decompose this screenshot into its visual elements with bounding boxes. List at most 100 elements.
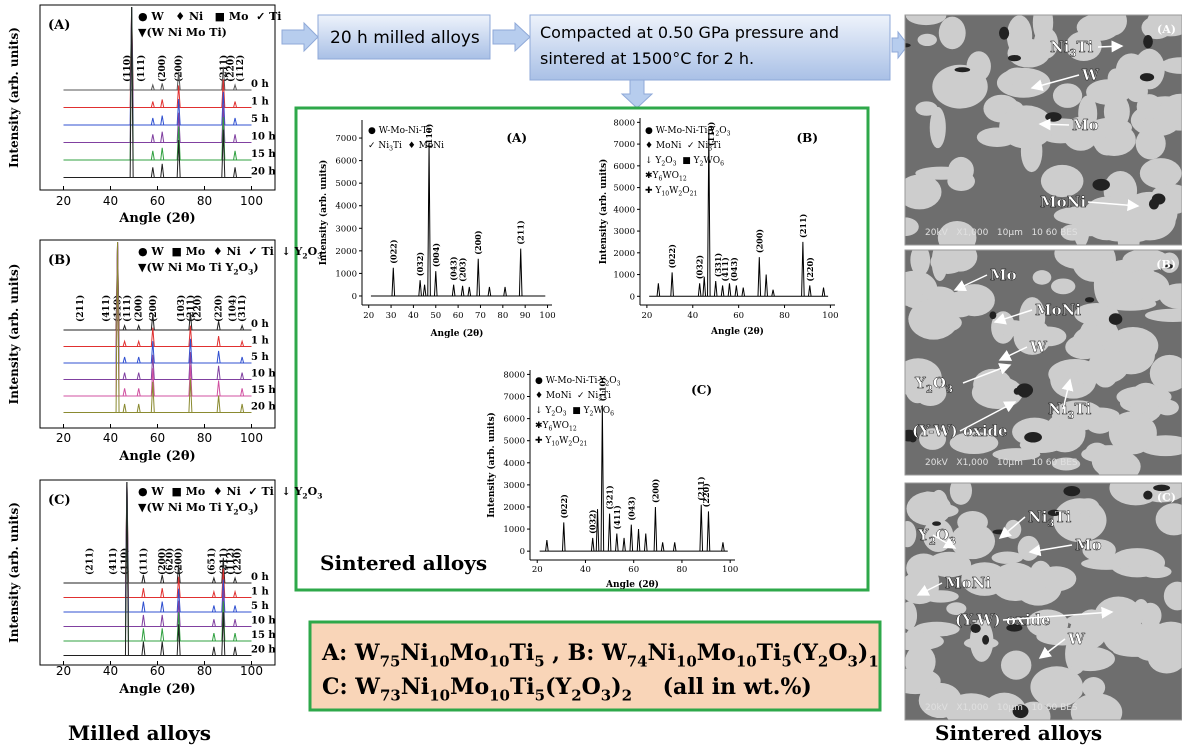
text-part: 2: [622, 687, 632, 705]
x-tick-label: 20: [56, 664, 71, 678]
y-tick-label: 8000: [503, 370, 525, 380]
peak: [801, 241, 805, 297]
text-part: 10: [736, 653, 757, 671]
peak: [188, 325, 193, 347]
peak: [211, 589, 216, 598]
pore: [1165, 264, 1174, 269]
grain: [950, 523, 996, 560]
grain: [999, 105, 1054, 149]
text-part: 3: [601, 687, 611, 705]
pore: [1108, 313, 1123, 325]
panel-label: (A): [1157, 23, 1176, 36]
time-label: 15 h: [251, 149, 276, 160]
text-part: O: [308, 485, 318, 498]
grain: [1147, 15, 1182, 37]
caption: Milled alloys: [68, 721, 211, 745]
hkl-label: (200): [473, 230, 483, 254]
grain: [971, 376, 1023, 409]
y-tick-label: 0: [520, 547, 525, 557]
legend-entry: ♦ MoNi ✓ Ni3Ti: [535, 391, 611, 403]
phase-label: (Y-W) oxide: [955, 611, 1051, 629]
peak: [707, 131, 711, 297]
plot-frame: [39, 479, 276, 666]
grain: [990, 562, 1039, 602]
hkl-label: (311): [237, 295, 248, 322]
text-part: 3: [708, 146, 712, 153]
x-tick-label: 20: [363, 311, 374, 321]
peak: [124, 481, 129, 656]
text-part: C: W: [322, 674, 380, 700]
plot-frame: [39, 4, 276, 191]
peak: [176, 112, 181, 143]
y-tick-label: 1000: [335, 269, 357, 279]
grain: [932, 64, 988, 109]
phase-arrow: [1038, 638, 1066, 659]
grain: [1051, 457, 1081, 471]
composition-box: [308, 620, 882, 712]
x-tick-label: 80: [779, 311, 790, 321]
hkl-label: (211): [516, 220, 526, 244]
y-tick-label: 6000: [335, 157, 357, 167]
peak: [160, 628, 165, 642]
hkl-label: (321): [605, 485, 615, 509]
pore: [1139, 73, 1155, 82]
phase-label: Ni3Ti: [1050, 38, 1094, 60]
grain: [938, 16, 966, 50]
text-part: O: [239, 261, 249, 274]
peak: [702, 276, 707, 297]
text-part: Ti: [510, 674, 535, 700]
grain: [1158, 93, 1182, 131]
peak: [240, 356, 245, 364]
flow-arrow: [891, 30, 909, 60]
x-tick-label: 60: [628, 565, 639, 575]
grain: [1051, 278, 1076, 295]
hkl-label: (211): [75, 295, 86, 322]
time-label: 0 h: [251, 572, 269, 583]
peak: [656, 283, 661, 297]
hkl-label: (200): [754, 229, 764, 253]
text-part: ✱Y: [535, 421, 550, 431]
peak: [240, 403, 245, 413]
peak: [467, 286, 472, 297]
grain: [905, 358, 942, 398]
text-part: ↓ Y: [535, 406, 552, 416]
legend-entry: ▼(W Ni Mo Ti): [138, 26, 227, 39]
grain: [949, 483, 973, 505]
text-part: O: [933, 374, 946, 392]
y-axis-label: Intensity (arb. units): [486, 412, 497, 518]
grain: [906, 553, 942, 583]
x-tick-label: 70: [475, 311, 486, 321]
text-part: 74: [627, 653, 648, 671]
text-part: 12: [679, 176, 687, 183]
peak: [122, 403, 127, 413]
hkl-label: (110): [424, 124, 434, 148]
x-tick-label: 80: [197, 194, 212, 208]
micrograph-frame: [904, 482, 1182, 721]
y-tick-label: 7000: [503, 393, 525, 403]
peak: [233, 589, 238, 598]
peak: [122, 388, 127, 397]
phase-arrow: [953, 274, 988, 291]
grain: [1139, 158, 1182, 189]
grain: [1091, 445, 1131, 475]
phase-arrow: [1087, 199, 1140, 212]
grain: [1147, 641, 1182, 674]
text-part: Ni: [1028, 508, 1048, 526]
time-label: 1 h: [251, 336, 269, 347]
hkl-label: (032): [415, 252, 425, 276]
peak: [233, 632, 238, 642]
x-tick-label: 20: [56, 194, 71, 208]
peak: [176, 612, 181, 642]
grain: [1017, 535, 1040, 561]
time-label: 20 h: [251, 167, 276, 178]
caption: Sintered alloys: [320, 551, 487, 575]
text-part: O: [719, 126, 726, 136]
text-part: 3: [673, 161, 677, 168]
hkl-label: (032): [588, 509, 598, 533]
y-tick-label: 0: [352, 292, 357, 302]
text-part: 3: [598, 396, 602, 403]
grain: [1132, 418, 1157, 449]
peak: [176, 126, 181, 161]
grain: [905, 174, 942, 210]
legend-entry: ✱Y6WO12: [535, 421, 577, 433]
